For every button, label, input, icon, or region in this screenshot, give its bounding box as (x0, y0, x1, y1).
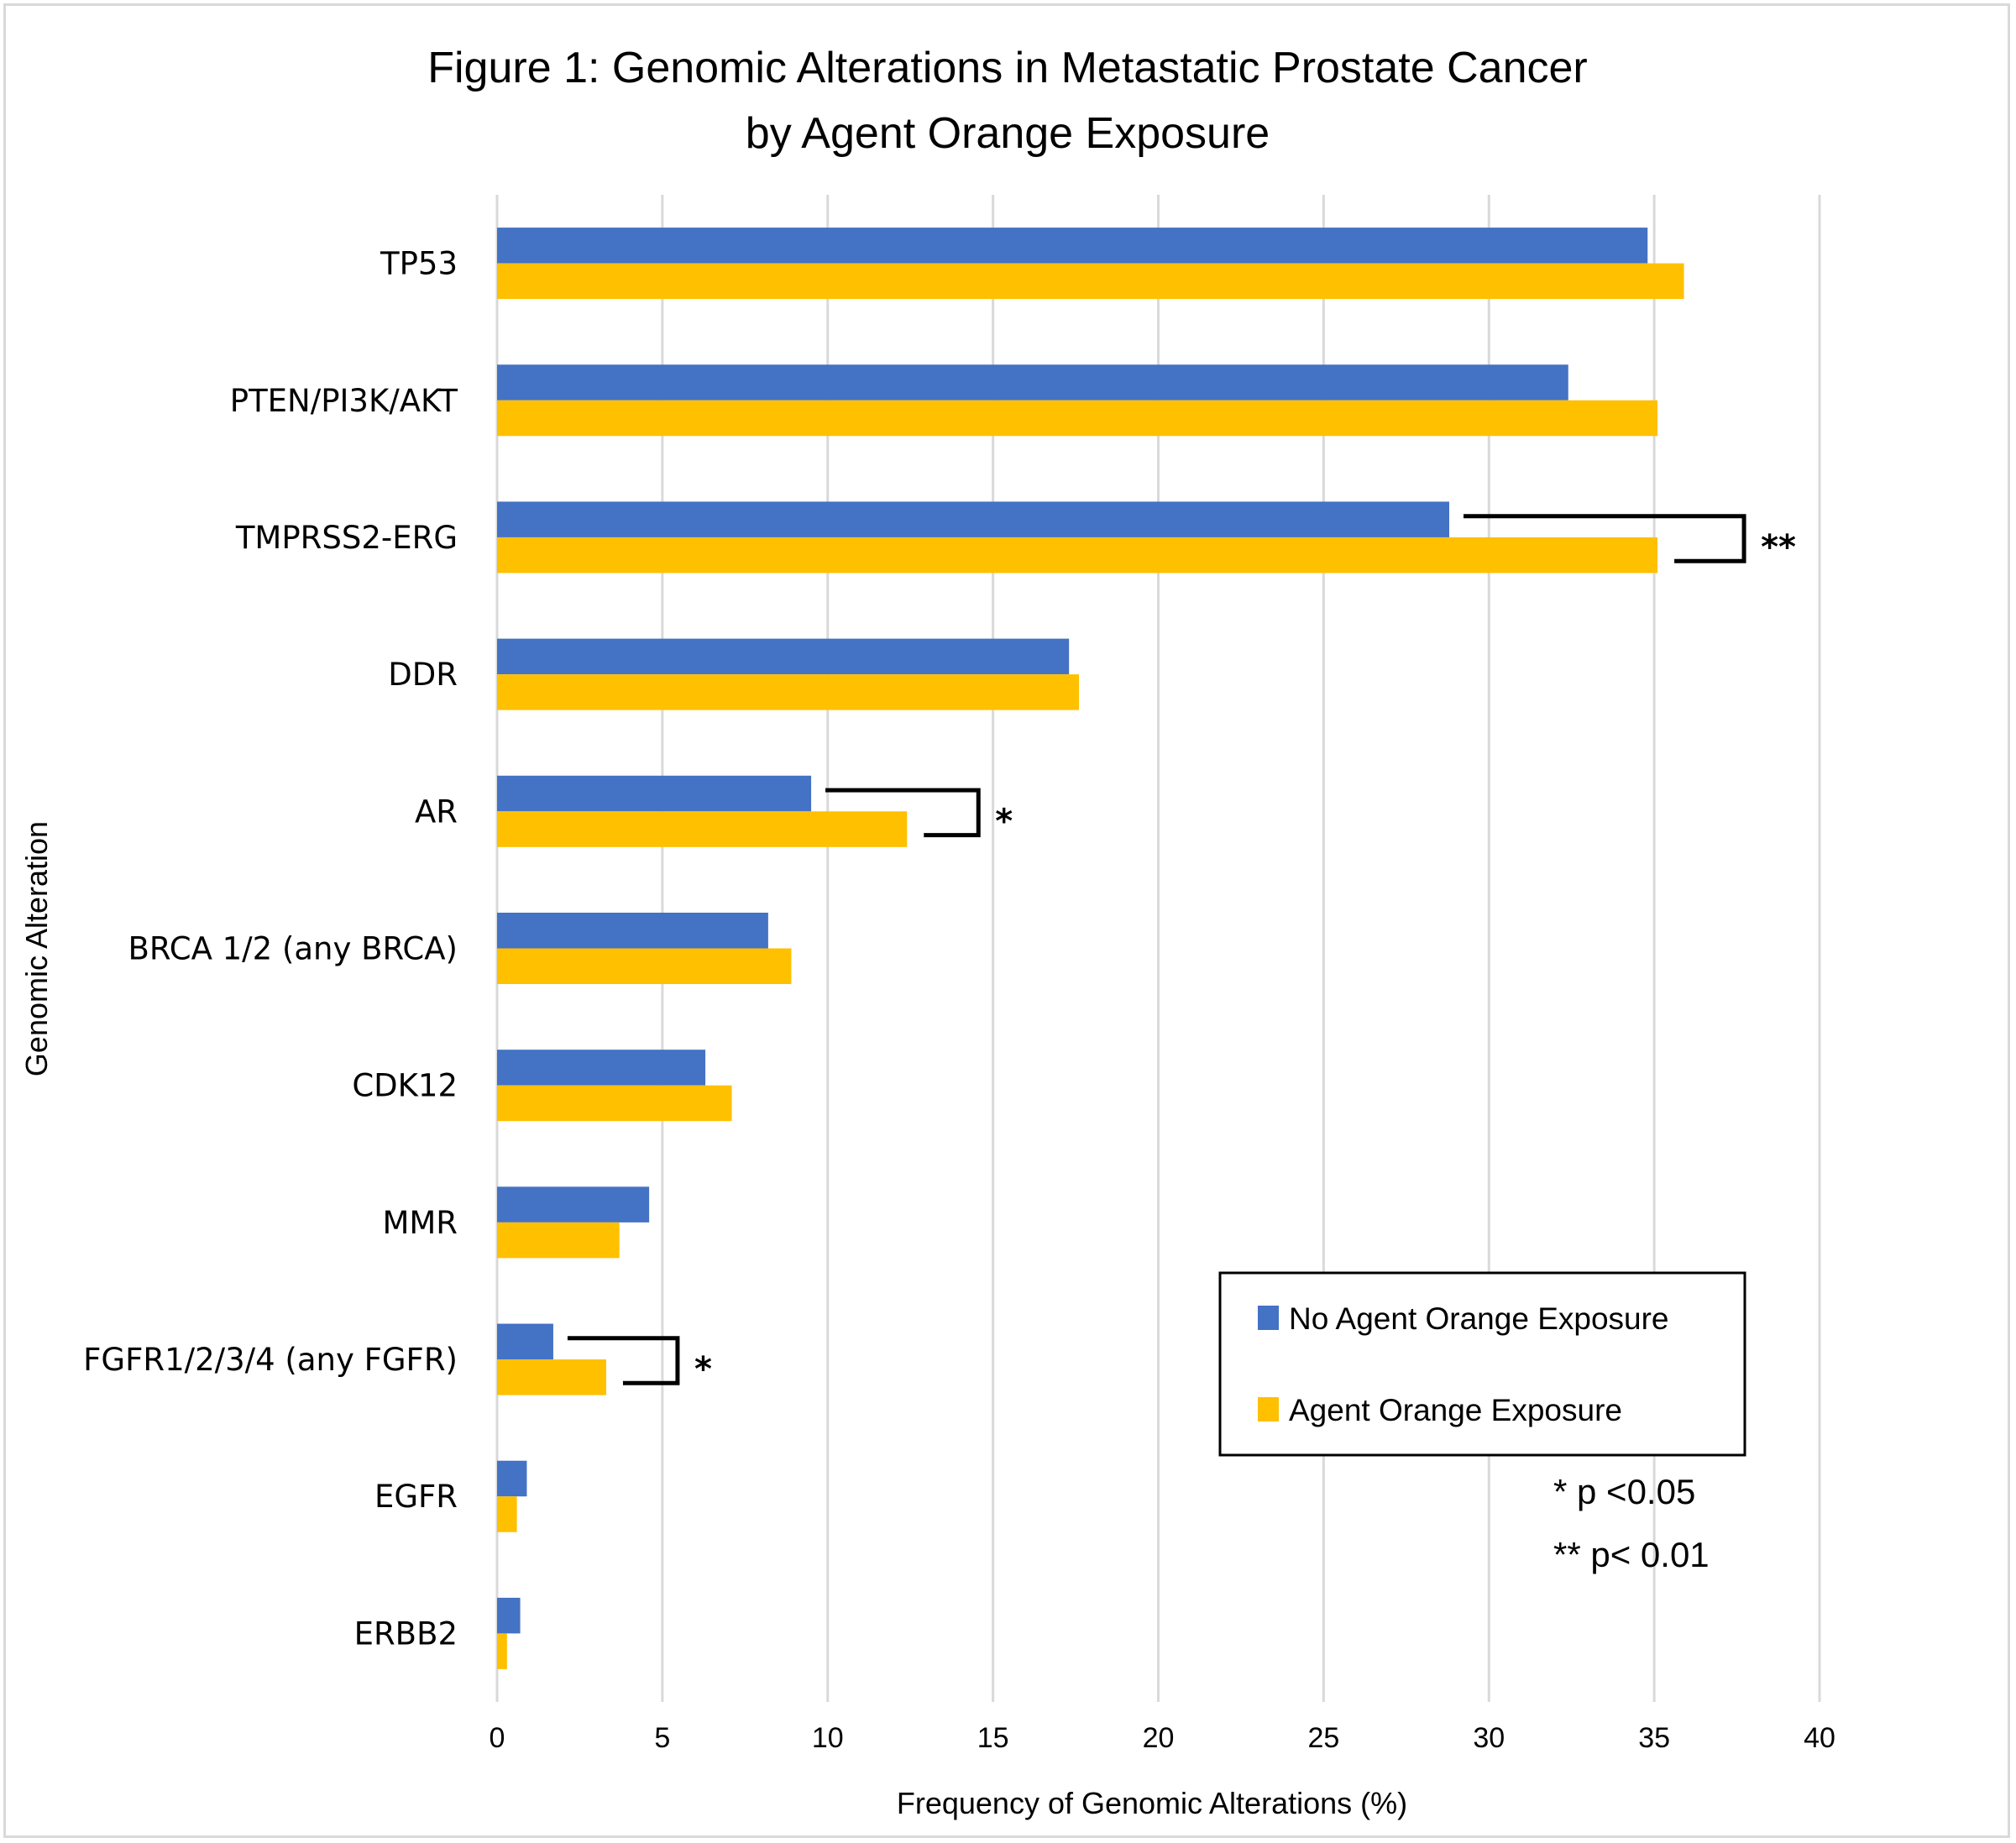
x-tick-label-15: 15 (977, 1722, 1009, 1754)
x-tick-label-30: 30 (1473, 1722, 1505, 1754)
bar-ddr-no-exposure (497, 638, 1070, 675)
category-label-pten-pi3k-akt: PTEN/PI3K/AKT (230, 383, 458, 419)
category-label-brca-1-2-any-brca: BRCA 1/2 (any BRCA) (128, 931, 458, 967)
x-tick-label-0: 0 (490, 1722, 505, 1754)
bar-fgfr1-2-3-4-any-fgfr-no-exposure (497, 1323, 553, 1360)
significance-marker-ar: * (995, 802, 1013, 840)
category-label-ar: AR (415, 793, 458, 830)
x-axis-label: Frequency of Genomic Alterations (%) (897, 1786, 1407, 1820)
legend-label-no-exposure: No Agent Orange Exposure (1289, 1301, 1669, 1336)
x-tick-label-10: 10 (812, 1722, 844, 1754)
p-value-note-2: ** p< 0.01 (1553, 1535, 1710, 1574)
bracket-tmprss2-erg (1464, 514, 1746, 563)
category-label-erbb2: ERBB2 (354, 1615, 458, 1652)
p-value-note-1: * p <0.05 (1553, 1472, 1695, 1511)
x-tick-label-35: 35 (1638, 1722, 1670, 1754)
bar-erbb2-no-exposure (497, 1597, 521, 1634)
bars (497, 228, 1684, 1669)
x-tick-label-25: 25 (1307, 1722, 1339, 1754)
significance-brackets: **** (567, 514, 1796, 1389)
bar-pten-pi3k-akt-exposure (497, 400, 1658, 437)
x-tick-label-20: 20 (1143, 1722, 1175, 1754)
legend-box (1218, 1271, 1746, 1457)
legend: No Agent Orange Exposure Agent Orange Ex… (1218, 1271, 1746, 1457)
significance-marker-tmprss2-erg: ** (1761, 528, 1796, 567)
category-label-egfr: EGFR (374, 1479, 458, 1515)
category-labels: TP53 PTEN/PI3K/AKT TMPRSS2-ERG DDR AR BRCA 1/… (83, 246, 458, 1652)
legend-label-exposure: Agent Orange Exposure (1289, 1393, 1622, 1427)
bar-tp53-no-exposure (497, 228, 1648, 264)
bar-mmr-no-exposure (497, 1186, 650, 1223)
bar-tmprss2-erg-no-exposure (497, 501, 1449, 537)
bar-cdk12-exposure (497, 1085, 732, 1122)
bar-tp53-exposure (497, 263, 1684, 300)
x-tick-label-40: 40 (1804, 1722, 1835, 1754)
chart-title-line-2: by Agent Orange Exposure (746, 109, 1270, 158)
bar-brca-1-2-any-brca-no-exposure (497, 913, 768, 949)
bar-fgfr1-2-3-4-any-fgfr-exposure (497, 1359, 606, 1395)
bracket-fgfr1-2-3-4-any-fgfr (567, 1336, 680, 1385)
category-label-fgfr1-2-3-4-any-fgfr: FGFR1/2/3/4 (any FGFR) (83, 1342, 458, 1378)
y-axis-label: Genomic Alteration (19, 821, 54, 1076)
legend-swatch-no-exposure (1258, 1306, 1279, 1330)
chart-frame (3, 3, 2010, 1838)
significance-marker-fgfr1-2-3-4-any-fgfr: * (694, 1350, 712, 1389)
legend-swatch-exposure (1258, 1397, 1279, 1422)
category-label-tmprss2-erg: TMPRSS2-ERG (235, 520, 458, 556)
category-label-ddr: DDR (388, 657, 458, 693)
category-label-cdk12: CDK12 (352, 1068, 458, 1104)
bar-erbb2-exposure (497, 1633, 507, 1669)
bracket-ar (825, 788, 981, 838)
bar-egfr-exposure (497, 1496, 517, 1532)
bar-brca-1-2-any-brca-exposure (497, 948, 792, 984)
bar-pten-pi3k-akt-no-exposure (497, 364, 1568, 401)
bar-egfr-no-exposure (497, 1460, 527, 1497)
bar-ar-exposure (497, 811, 908, 847)
bar-tmprss2-erg-exposure (497, 537, 1658, 573)
category-label-tp53: TP53 (380, 246, 458, 282)
bar-ddr-exposure (497, 674, 1079, 710)
category-label-mmr: MMR (382, 1205, 458, 1241)
x-tick-labels: 0 5 10 15 20 25 30 35 40 (490, 1722, 1835, 1754)
bar-mmr-exposure (497, 1222, 620, 1259)
bar-ar-no-exposure (497, 775, 812, 812)
bar-cdk12-no-exposure (497, 1050, 706, 1086)
x-tick-label-5: 5 (654, 1722, 670, 1754)
chart-title-line-1: Figure 1: Genomic Alterations in Metasta… (427, 44, 1588, 92)
